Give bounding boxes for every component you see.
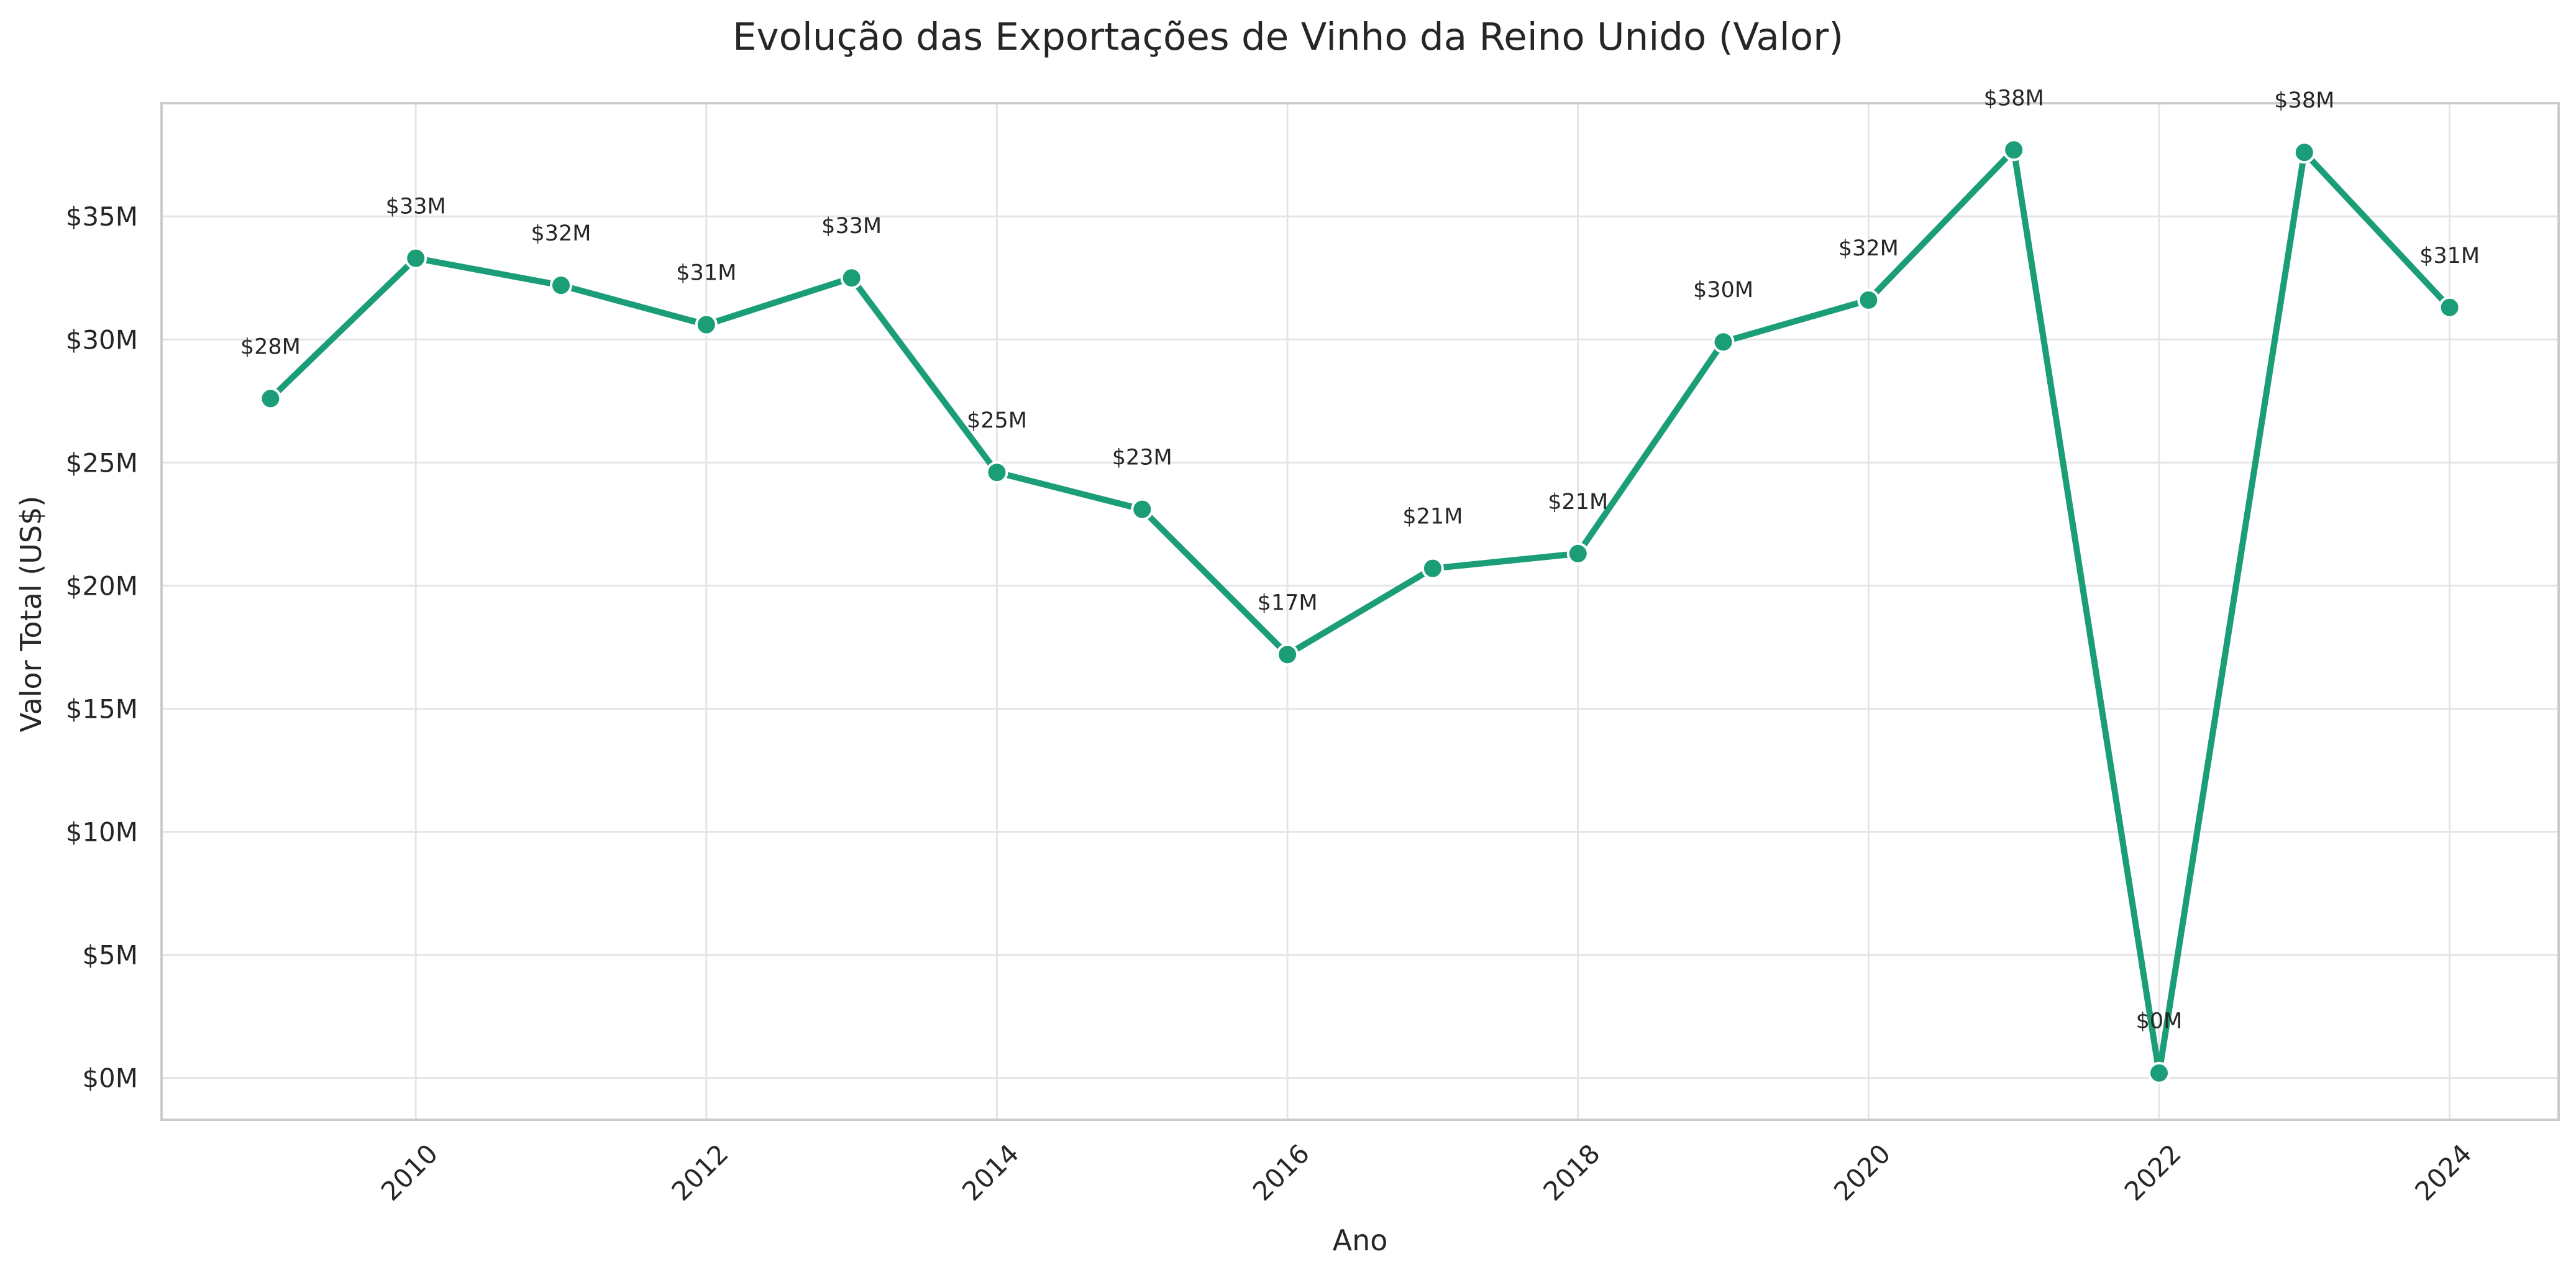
y-tick-labels: $0M $5M $10M $15M $20M $25M $30M $35M bbox=[66, 201, 138, 1093]
data-point bbox=[1712, 331, 1735, 354]
data-label: $38M bbox=[1984, 86, 2044, 111]
data-label: $32M bbox=[1838, 236, 1899, 261]
chart-title: Evolução das Exportações de Vinho da Rei… bbox=[733, 15, 1843, 59]
x-tick-label: 2014 bbox=[956, 1138, 1025, 1207]
x-tick-label: 2020 bbox=[1828, 1138, 1896, 1207]
data-label: $33M bbox=[386, 195, 446, 219]
data-point bbox=[1276, 643, 1299, 666]
y-tick-label: $10M bbox=[66, 817, 138, 848]
x-tick-label: 2022 bbox=[2119, 1138, 2187, 1207]
series-layer bbox=[267, 147, 2453, 1076]
data-point bbox=[985, 461, 1008, 484]
y-tick-label: $5M bbox=[82, 940, 138, 971]
grid-lines bbox=[162, 103, 2559, 1120]
plot-frame bbox=[160, 102, 2560, 1121]
data-point bbox=[1131, 498, 1154, 521]
data-label: $32M bbox=[531, 221, 591, 246]
data-point bbox=[2293, 141, 2316, 164]
x-tick-label: 2012 bbox=[665, 1138, 734, 1207]
markers-layer bbox=[259, 139, 2461, 1084]
data-label: $23M bbox=[1112, 446, 1172, 470]
data-point bbox=[404, 247, 427, 270]
data-label: $25M bbox=[967, 408, 1027, 433]
data-point bbox=[1421, 557, 1444, 580]
data-point bbox=[2148, 1061, 2170, 1084]
y-tick-label: $35M bbox=[66, 201, 138, 232]
data-label: $31M bbox=[2419, 244, 2480, 268]
data-label: $31M bbox=[676, 261, 736, 286]
x-axis-label: Ano bbox=[1333, 1224, 1388, 1257]
data-point bbox=[695, 313, 718, 336]
series-line bbox=[267, 147, 2453, 1076]
data-label: $33M bbox=[821, 214, 882, 239]
x-tick-label: 2018 bbox=[1537, 1138, 1605, 1207]
y-tick-label: $0M bbox=[82, 1063, 138, 1094]
data-point bbox=[259, 387, 282, 410]
y-axis-label: Valor Total (US$) bbox=[14, 496, 48, 733]
data-label: $28M bbox=[240, 334, 301, 359]
x-tick-label: 2010 bbox=[375, 1138, 444, 1207]
data-point bbox=[2003, 139, 2026, 162]
y-tick-label: $25M bbox=[66, 447, 138, 478]
data-point bbox=[550, 274, 572, 297]
x-tick-label: 2024 bbox=[2409, 1138, 2477, 1207]
x-tick-labels: 2010 2012 2014 2016 2018 2020 2022 2024 bbox=[375, 1138, 2478, 1207]
y-tick-label: $30M bbox=[66, 324, 138, 355]
data-label: $17M bbox=[1258, 590, 1318, 615]
y-tick-label: $15M bbox=[66, 693, 138, 724]
data-label: $38M bbox=[2274, 88, 2334, 113]
data-point bbox=[1566, 542, 1589, 565]
data-label: $30M bbox=[1693, 278, 1753, 303]
data-point bbox=[1857, 288, 1880, 311]
data-label: $0M bbox=[2136, 1009, 2183, 1034]
y-tick-label: $20M bbox=[66, 570, 138, 601]
x-tick-label: 2016 bbox=[1247, 1138, 1315, 1207]
data-label: $21M bbox=[1548, 490, 1608, 515]
data-point bbox=[2438, 296, 2461, 319]
data-point bbox=[840, 267, 863, 290]
data-labels-layer: $28M $33M $32M $31M $33M $25M $23M $17M $21M $21M… bbox=[240, 86, 2480, 1033]
data-label: $21M bbox=[1402, 505, 1463, 529]
